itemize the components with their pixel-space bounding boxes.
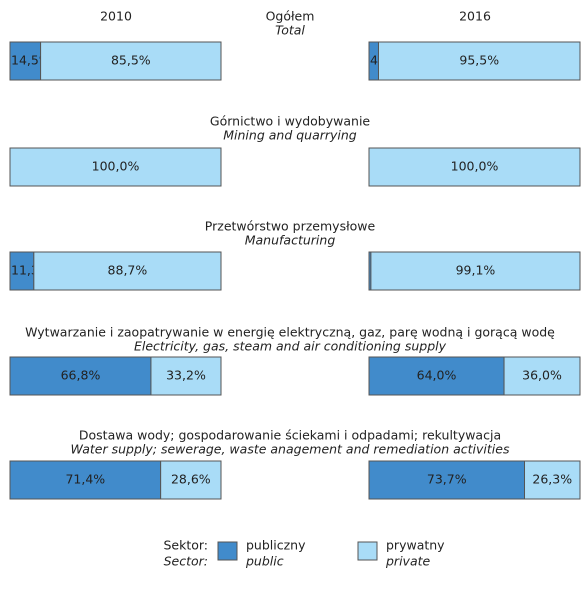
panel-subtitle: Total bbox=[275, 23, 305, 38]
value-label: 100,0% bbox=[92, 159, 140, 174]
legend-label: publiczny bbox=[246, 538, 306, 553]
panel-subtitle: Mining and quarrying bbox=[223, 128, 357, 143]
panel-title: Ogółem bbox=[266, 9, 315, 24]
bar-segment bbox=[33, 251, 222, 291]
bar-segment bbox=[9, 147, 222, 187]
value-label: 64,0% bbox=[417, 368, 457, 383]
value-label: 99,1% bbox=[456, 263, 496, 278]
column-header: 2010 bbox=[100, 9, 132, 24]
legend-label-en: public bbox=[245, 554, 284, 569]
legend-swatch bbox=[217, 541, 238, 561]
bar-segment bbox=[377, 41, 581, 81]
bar-segment bbox=[40, 41, 222, 81]
bar-segment bbox=[368, 356, 505, 396]
legend-label: prywatny bbox=[386, 538, 445, 553]
bar-segment bbox=[503, 356, 581, 396]
bar-segment bbox=[160, 460, 222, 500]
panel-subtitle: Electricity, gas, steam and air conditio… bbox=[134, 339, 447, 354]
value-label: 73,7% bbox=[427, 472, 467, 487]
panel-title: Dostawa wody; gospodarowanie ściekami i … bbox=[79, 428, 501, 443]
bar-segment bbox=[9, 41, 42, 81]
value-label: 88,7% bbox=[108, 263, 148, 278]
panel-title: Wytwarzanie i zaopatrywanie w energię el… bbox=[25, 325, 555, 340]
legend-swatch bbox=[357, 541, 378, 561]
panel-subtitle: Water supply; sewerage, waste anagement … bbox=[71, 442, 510, 457]
column-header: 2016 bbox=[459, 9, 491, 24]
panel-title: Przetwórstwo przemysłowe bbox=[205, 219, 376, 234]
value-label: 26,3% bbox=[532, 472, 572, 487]
legend-title: Sektor: bbox=[163, 538, 208, 553]
legend-label-en: private bbox=[385, 554, 431, 569]
bar-segment bbox=[368, 147, 581, 187]
panel-title: Górnictwo i wydobywanie bbox=[210, 114, 371, 129]
value-label: 85,5% bbox=[111, 53, 151, 68]
value-label: 95,5% bbox=[459, 53, 499, 68]
value-label: 66,8% bbox=[61, 368, 101, 383]
bar-segment bbox=[370, 251, 581, 291]
value-label: 33,2% bbox=[166, 368, 206, 383]
panel-subtitle: Manufacturing bbox=[245, 233, 336, 248]
bar-segment bbox=[368, 460, 526, 500]
value-label: 71,4% bbox=[65, 472, 105, 487]
bar-segment bbox=[524, 460, 581, 500]
value-label: 100,0% bbox=[451, 159, 499, 174]
bar-segment bbox=[150, 356, 222, 396]
value-label: 28,6% bbox=[171, 472, 211, 487]
value-label: 36,0% bbox=[522, 368, 562, 383]
legend-title-en: Sector: bbox=[164, 554, 208, 569]
